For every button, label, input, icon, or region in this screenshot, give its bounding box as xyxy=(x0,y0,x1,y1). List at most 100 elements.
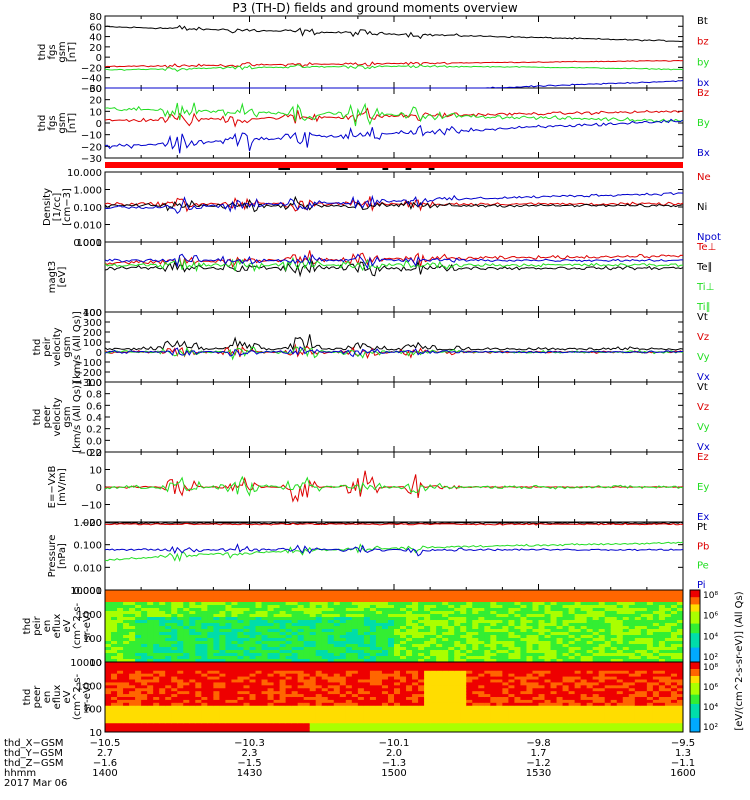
ytick-label: 0 xyxy=(96,119,102,130)
colorbar-cell xyxy=(690,597,700,601)
colorbar-cell xyxy=(690,706,700,710)
ytick-label: 10 xyxy=(89,466,102,477)
xaxis-value: 1530 xyxy=(526,768,551,779)
ytick-label: 1000 xyxy=(77,681,102,692)
ytick-label: 0.001 xyxy=(73,586,102,597)
xaxis-value: 1500 xyxy=(381,768,406,779)
ytick-label: 30 xyxy=(89,84,102,95)
legend-npot: Npot xyxy=(697,232,721,243)
ylabel-line: [km/s (All Qs)] xyxy=(72,311,83,383)
ylabel-line: peir xyxy=(32,615,43,635)
ytick-label: 100 xyxy=(83,634,102,645)
colorbar-tick: 10⁴ xyxy=(703,703,718,713)
ytick-label: 1.000 xyxy=(73,186,102,197)
legend-pe: Pe xyxy=(697,561,709,572)
ylabel-line: [eV] xyxy=(57,267,68,288)
colorbar-cell xyxy=(690,614,700,617)
ytick-label: −0.2 xyxy=(78,448,102,459)
colorbar-cell xyxy=(690,683,700,686)
ytick-label: 80 xyxy=(89,12,102,23)
legend-bz: Bz xyxy=(697,88,709,99)
colorbar-cell xyxy=(690,662,700,665)
xaxis-value: 1.7 xyxy=(531,748,547,759)
xaxis-value: −1.3 xyxy=(382,758,406,769)
ylabel-line: (cm^2-s- xyxy=(72,602,83,649)
legend-pi: Pi xyxy=(697,580,706,591)
ytick-label: 10 xyxy=(89,107,102,118)
ylabel-line: thd xyxy=(22,618,33,635)
trace-bt xyxy=(104,24,684,43)
xaxis-value: −1.1 xyxy=(671,758,695,769)
ytick-label: 10000 xyxy=(70,586,102,597)
panel-frame-vpeer xyxy=(104,381,684,453)
ytick-label: 20 xyxy=(89,43,102,54)
colorbar-cell xyxy=(690,657,700,661)
trace-bz xyxy=(104,59,684,69)
ytick-label: 10 xyxy=(89,658,102,669)
ylabel-line: E=−VxB xyxy=(47,466,58,509)
ylabel-line: en xyxy=(42,620,53,633)
ytick-label: −200 xyxy=(75,368,102,379)
colorbar-cell xyxy=(690,701,700,705)
legend-te∥: Te∥ xyxy=(696,262,713,273)
colorbar-tick: 10² xyxy=(703,723,718,733)
ylabel-line: eV xyxy=(62,690,73,703)
colorbar-frame xyxy=(689,661,701,733)
colorbar-cell xyxy=(690,715,700,719)
ytick-label: 20 xyxy=(89,448,102,459)
colorbar-cell xyxy=(690,645,700,649)
colorbar-cell xyxy=(690,638,700,641)
trace-npot xyxy=(104,192,684,214)
ytick-label: 20 xyxy=(89,96,102,107)
colorbar-cell xyxy=(690,704,700,707)
ytick-label: 0.010 xyxy=(73,221,102,232)
ytick-label: −30 xyxy=(81,154,102,165)
legend-pt: Pt xyxy=(697,522,707,533)
colorbar-cell xyxy=(690,642,700,646)
colorbar-label: [eV/(cm^2-s-sr-eV)] (All Qs) xyxy=(734,591,745,730)
ytick-label: 0.001 xyxy=(73,238,102,249)
ylabel-line: gsm xyxy=(62,406,73,427)
ylabel-line: Pressure xyxy=(47,535,58,578)
colorbar-tick: 10⁶ xyxy=(703,683,718,693)
legend-bx: bx xyxy=(697,78,709,89)
ytick-label: 300 xyxy=(83,318,102,329)
ytick-label: 10000 xyxy=(70,658,102,669)
ylabel-line: magt3 xyxy=(47,261,58,294)
ytick-label: 40 xyxy=(89,33,102,44)
xaxis-value: −10.3 xyxy=(234,738,265,749)
colorbar-cell xyxy=(690,647,700,651)
colorbar-cell xyxy=(690,718,700,721)
colorbar-tick: 10² xyxy=(703,653,718,663)
xaxis-value: −1.2 xyxy=(526,758,550,769)
trace-vt xyxy=(104,334,684,352)
colorbar-cell xyxy=(690,611,700,615)
ytick-label: 0.0 xyxy=(86,436,102,447)
colorbar-cell xyxy=(690,659,700,663)
xaxis-date: 2017 Mar 06 xyxy=(4,778,67,789)
ytick-label: 0.4 xyxy=(86,413,102,424)
colorbar-cell xyxy=(690,633,700,637)
ytick-label: −10 xyxy=(81,501,102,512)
trace-pe xyxy=(104,541,684,563)
legend-bt: Bt xyxy=(697,16,708,27)
mode-bar-tick xyxy=(336,168,348,170)
xaxis-value: −9.5 xyxy=(671,738,695,749)
trace-by xyxy=(104,64,684,72)
trace-pi xyxy=(104,543,684,557)
ylabel-line: [nPa] xyxy=(57,543,68,569)
ytick-label: 1.0 xyxy=(86,378,102,389)
legend-pb: Pb xyxy=(697,541,709,552)
electron-spectrogram xyxy=(105,662,684,733)
colorbar-cell xyxy=(690,725,700,728)
trace-by2 xyxy=(104,102,684,127)
xaxis-row-label: hhmm xyxy=(4,768,36,779)
legend-ni: Ni xyxy=(697,202,707,213)
legend-vy: Vy xyxy=(697,352,710,363)
colorbar-cell xyxy=(690,623,700,627)
colorbar-tick: 10⁶ xyxy=(703,612,718,622)
ylabel-line: peir xyxy=(42,336,53,356)
ion-spectrogram xyxy=(105,590,684,663)
legend-te⊥: Te⊥ xyxy=(696,242,716,253)
